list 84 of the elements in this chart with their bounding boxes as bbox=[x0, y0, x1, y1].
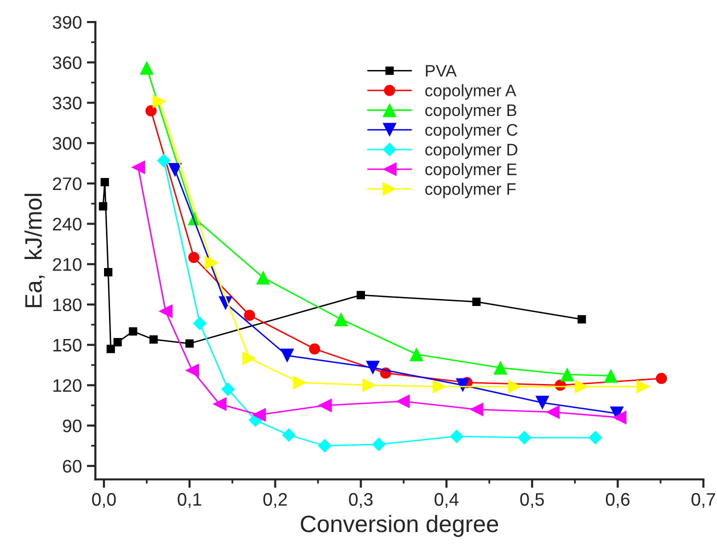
point bbox=[280, 348, 294, 363]
point bbox=[612, 410, 626, 424]
point bbox=[100, 178, 109, 186]
point bbox=[535, 396, 550, 410]
point bbox=[244, 310, 256, 321]
point bbox=[106, 344, 115, 354]
point bbox=[293, 376, 307, 390]
x-axis-title: Conversion degree bbox=[300, 514, 498, 537]
point bbox=[372, 438, 386, 452]
point bbox=[493, 360, 508, 375]
point bbox=[156, 154, 171, 168]
point bbox=[604, 368, 618, 383]
point bbox=[252, 408, 266, 422]
point bbox=[212, 397, 226, 411]
point bbox=[152, 94, 167, 108]
point bbox=[318, 398, 332, 412]
point bbox=[204, 256, 219, 270]
point bbox=[588, 430, 602, 445]
legend-label: PVA bbox=[426, 65, 457, 77]
x-tick-label: 0,5 bbox=[520, 493, 544, 508]
point bbox=[192, 316, 207, 330]
point bbox=[356, 290, 365, 300]
x-tick-label: 0,7 bbox=[692, 493, 716, 508]
point bbox=[396, 394, 410, 408]
legend-label: copolymer C bbox=[425, 124, 518, 140]
y-tick-label: 330 bbox=[52, 96, 82, 110]
y-axis-title: Ea, kJ/mol bbox=[24, 194, 45, 308]
point bbox=[472, 298, 481, 306]
legend-label: copolymer F bbox=[425, 182, 516, 198]
x-tick-label: 0,1 bbox=[178, 493, 202, 508]
legend-label: copolymer A bbox=[425, 84, 516, 100]
point bbox=[131, 160, 146, 174]
x-tick-label: 0,2 bbox=[263, 493, 287, 508]
point bbox=[656, 372, 667, 384]
point bbox=[149, 335, 158, 344]
point bbox=[113, 338, 122, 346]
point bbox=[256, 270, 270, 285]
point bbox=[546, 405, 560, 420]
point bbox=[145, 105, 157, 116]
y-tick-label: 210 bbox=[52, 258, 82, 271]
x-tick-label: 0,4 bbox=[434, 493, 458, 508]
legend-label: copolymer B bbox=[425, 104, 516, 120]
y-tick-label: 300 bbox=[52, 137, 82, 150]
point bbox=[185, 339, 194, 348]
legend-label: copolymer D bbox=[425, 143, 518, 159]
point bbox=[432, 380, 447, 394]
point bbox=[185, 363, 200, 378]
point bbox=[508, 380, 522, 394]
y-tick-label: 150 bbox=[53, 338, 82, 352]
point bbox=[410, 347, 424, 362]
point bbox=[188, 252, 200, 263]
legend-label: copolymer E bbox=[425, 162, 516, 179]
x-tick-label: 0,6 bbox=[606, 493, 630, 508]
y-tick-label: 180 bbox=[53, 298, 82, 312]
point bbox=[128, 327, 138, 336]
point bbox=[318, 438, 332, 453]
point bbox=[104, 268, 112, 276]
x-tick-label: 0,3 bbox=[348, 493, 373, 508]
point bbox=[518, 430, 532, 445]
point bbox=[140, 60, 154, 75]
y-tick-label: 270 bbox=[52, 177, 82, 190]
point bbox=[242, 351, 256, 366]
y-tick-label: 240 bbox=[52, 218, 82, 231]
point bbox=[282, 428, 296, 442]
point bbox=[450, 429, 464, 444]
point bbox=[560, 368, 574, 382]
y-tick-label: 90 bbox=[62, 420, 82, 432]
y-tick-label: 360 bbox=[52, 56, 82, 70]
point bbox=[636, 380, 650, 394]
point bbox=[168, 163, 182, 177]
point bbox=[574, 380, 589, 394]
point bbox=[469, 402, 484, 416]
point bbox=[221, 382, 235, 396]
point bbox=[366, 360, 380, 375]
point bbox=[98, 202, 108, 210]
y-tick-label: 60 bbox=[63, 460, 82, 473]
y-tick-label: 390 bbox=[52, 16, 82, 29]
point bbox=[362, 378, 376, 392]
point bbox=[309, 343, 320, 354]
point bbox=[334, 312, 348, 326]
point bbox=[158, 304, 173, 318]
point bbox=[578, 315, 586, 324]
x-tick-label: 0,0 bbox=[92, 493, 116, 508]
y-tick-label: 120 bbox=[53, 379, 82, 392]
